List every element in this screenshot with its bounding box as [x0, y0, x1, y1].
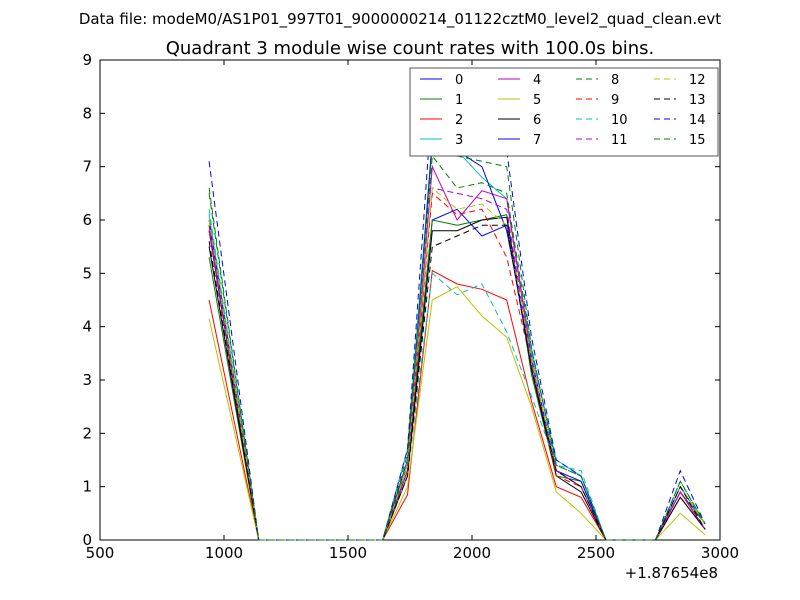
legend-label-12: 12 [689, 73, 706, 88]
x-tick-label: 2000 [453, 544, 491, 562]
legend-label-4: 4 [533, 73, 541, 88]
x-tick-label: 1000 [205, 544, 243, 562]
y-tick-label: 1 [82, 478, 92, 496]
y-tick-label: 9 [82, 51, 92, 69]
legend-label-5: 5 [533, 93, 541, 108]
series-line-11 [208, 187, 706, 541]
legend-frame [409, 67, 719, 157]
series-layer [208, 95, 706, 541]
legend-label-11: 11 [611, 133, 628, 148]
legend-label-1: 1 [455, 93, 463, 108]
legend-label-14: 14 [689, 113, 706, 128]
legend-label-0: 0 [455, 73, 463, 88]
legend-label-2: 2 [455, 113, 463, 128]
y-tick-label: 4 [82, 318, 92, 336]
y-tick-label: 0 [82, 531, 92, 549]
figure-suptitle: Data file: modeM0/AS1P01_997T01_90000002… [79, 10, 721, 29]
y-tick-label: 6 [82, 211, 92, 229]
y-tick-label: 2 [82, 424, 92, 442]
legend-label-7: 7 [533, 133, 541, 148]
y-tick-label: 3 [82, 371, 92, 389]
y-tick-label: 7 [82, 158, 92, 176]
chart-title: Quadrant 3 module wise count rates with … [166, 38, 655, 59]
x-tick-label: 500 [86, 544, 115, 562]
legend-label-13: 13 [689, 93, 706, 108]
series-line-15 [208, 144, 706, 541]
x-tick-label: 2500 [577, 544, 615, 562]
x-tick-label: 1500 [329, 544, 367, 562]
y-tick-label: 5 [82, 264, 92, 282]
legend-label-9: 9 [611, 93, 619, 108]
legend-label-6: 6 [533, 113, 541, 128]
x-tick-label: 3000 [701, 544, 739, 562]
legend-label-10: 10 [611, 113, 628, 128]
y-tick-label: 8 [82, 104, 92, 122]
legend-label-15: 15 [689, 133, 706, 148]
legend-label-8: 8 [611, 73, 619, 88]
x-offset-label: +1.87654e8 [625, 564, 718, 582]
legend-label-3: 3 [455, 133, 463, 148]
